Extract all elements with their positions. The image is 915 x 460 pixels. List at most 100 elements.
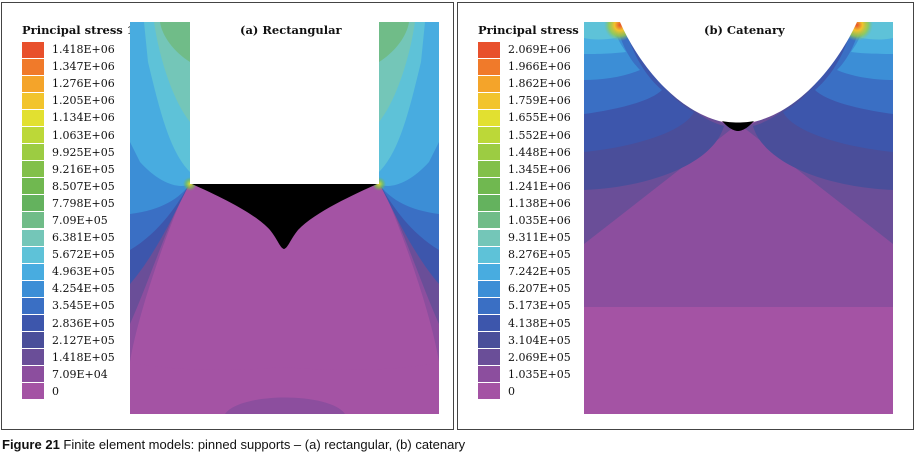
legend-entry: 1.138E+06 xyxy=(478,195,591,212)
legend-swatch xyxy=(22,178,44,195)
plot-title-catenary: (b) Catenary xyxy=(704,23,785,37)
legend-swatch xyxy=(478,229,500,246)
legend-swatch xyxy=(478,332,500,349)
legend-label: 1.276E+06 xyxy=(52,77,115,91)
legend-swatch xyxy=(22,229,44,246)
legend-catenary: Principal stress 1 2.069E+06 1.966E+06 1.8… xyxy=(478,23,591,400)
legend-swatch xyxy=(22,144,44,161)
legend-entry: 8.276E+05 xyxy=(478,246,591,263)
legend-entry: 1.205E+06 xyxy=(22,92,135,109)
legend-swatch xyxy=(22,212,44,229)
stress-band-bottom xyxy=(130,362,439,414)
legend-entry: 8.507E+05 xyxy=(22,178,135,195)
figure-label: Figure 21 xyxy=(2,437,60,452)
legend-entry: 1.418E+05 xyxy=(22,349,135,366)
legend-entry: 1.345E+06 xyxy=(478,161,591,178)
legend-swatch xyxy=(22,366,44,383)
legend-swatch xyxy=(478,127,500,144)
legend-rows-rectangular: 1.418E+06 1.347E+06 1.276E+06 1.205E+06 1.13… xyxy=(22,41,135,400)
legend-entry: 7.09E+05 xyxy=(22,212,135,229)
contour-plot-catenary xyxy=(584,22,893,414)
legend-label: 1.759E+06 xyxy=(508,94,571,108)
legend-label: 7.09E+04 xyxy=(52,367,108,381)
legend-entry: 4.138E+05 xyxy=(478,315,591,332)
legend-swatch xyxy=(478,92,500,109)
legend-swatch xyxy=(22,41,44,58)
legend-entry: 9.925E+05 xyxy=(22,144,135,161)
legend-entry: 5.672E+05 xyxy=(22,246,135,263)
legend-swatch xyxy=(478,366,500,383)
legend-swatch xyxy=(478,178,500,195)
figure-caption-text: Finite element models: pinned supports –… xyxy=(63,437,466,452)
plot-title-rectangular: (a) Rectangular xyxy=(240,23,342,37)
legend-label: 2.127E+05 xyxy=(52,333,115,347)
legend-swatch xyxy=(478,109,500,126)
legend-swatch xyxy=(22,349,44,366)
legend-entry: 1.035E+05 xyxy=(478,366,591,383)
legend-label: 6.381E+05 xyxy=(52,231,115,245)
legend-label: 9.925E+05 xyxy=(52,145,115,159)
legend-label: 1.418E+05 xyxy=(52,350,115,364)
legend-label: 8.507E+05 xyxy=(52,179,115,193)
legend-entry: 7.09E+04 xyxy=(22,366,135,383)
legend-label: 1.418E+06 xyxy=(52,43,115,57)
legend-entry: 9.311E+05 xyxy=(478,229,591,246)
legend-swatch xyxy=(478,58,500,75)
legend-swatch xyxy=(478,349,500,366)
legend-label: 1.552E+06 xyxy=(508,128,571,142)
panel-catenary: Principal stress 1 2.069E+06 1.966E+06 1.8… xyxy=(457,2,914,430)
legend-entry: 6.381E+05 xyxy=(22,229,135,246)
stress-band-left xyxy=(152,22,190,62)
legend-entry: 1.759E+06 xyxy=(478,92,591,109)
legend-title-catenary: Principal stress 1 xyxy=(478,23,591,37)
legend-entry: 3.545E+05 xyxy=(22,297,135,314)
legend-swatch xyxy=(478,383,500,400)
legend-rows-catenary: 2.069E+06 1.966E+06 1.862E+06 1.759E+06 1.65… xyxy=(478,41,591,400)
legend-entry: 0 xyxy=(478,383,591,400)
legend-label: 4.138E+05 xyxy=(508,316,571,330)
legend-label: 7.242E+05 xyxy=(508,265,571,279)
legend-entry: 1.966E+06 xyxy=(478,58,591,75)
legend-entry: 3.104E+05 xyxy=(478,332,591,349)
legend-entry: 1.552E+06 xyxy=(478,126,591,144)
legend-entry: 2.069E+05 xyxy=(478,349,591,366)
legend-swatch xyxy=(22,332,44,349)
legend-entry: 1.035E+06 xyxy=(478,212,591,229)
legend-entry: 1.862E+06 xyxy=(478,75,591,92)
legend-label: 4.254E+05 xyxy=(52,282,115,296)
stress-band-right xyxy=(379,22,417,62)
legend-entry: 1.276E+06 xyxy=(22,75,135,92)
legend-label: 2.836E+05 xyxy=(52,316,115,330)
legend-label: 9.311E+05 xyxy=(508,231,571,245)
legend-label: 1.138E+06 xyxy=(508,196,571,210)
legend-swatch xyxy=(22,280,44,297)
catenary-opening xyxy=(620,22,857,124)
legend-entry: 1.134E+06 xyxy=(22,109,135,126)
legend-label: 1.205E+06 xyxy=(52,94,115,108)
legend-entry: 9.216E+05 xyxy=(22,161,135,178)
legend-entry: 1.448E+06 xyxy=(478,144,591,161)
legend-entry: 0 xyxy=(22,383,135,400)
legend-swatch xyxy=(478,297,500,314)
legend-swatch xyxy=(22,109,44,126)
legend-swatch xyxy=(478,246,500,263)
legend-label: 7.09E+05 xyxy=(52,213,108,227)
legend-entry: 2.127E+05 xyxy=(22,332,135,349)
legend-label: 1.655E+06 xyxy=(508,111,571,125)
legend-swatch xyxy=(478,280,500,297)
legend-swatch xyxy=(22,75,44,92)
legend-entry: 4.254E+05 xyxy=(22,280,135,297)
legend-entry: 1.655E+06 xyxy=(478,109,591,126)
legend-entry: 4.963E+05 xyxy=(22,263,135,280)
legend-swatch xyxy=(478,212,500,229)
figure-caption: Figure 21 Finite element models: pinned … xyxy=(2,437,465,452)
legend-label: 6.207E+05 xyxy=(508,282,571,296)
legend-label: 2.069E+06 xyxy=(508,43,571,57)
legend-swatch xyxy=(22,58,44,75)
legend-label: 7.798E+05 xyxy=(52,196,115,210)
legend-label: 1.448E+06 xyxy=(508,145,571,159)
legend-label: 4.963E+05 xyxy=(52,265,115,279)
legend-label: 9.216E+05 xyxy=(52,162,115,176)
legend-swatch xyxy=(22,161,44,178)
legend-swatch xyxy=(478,263,500,280)
